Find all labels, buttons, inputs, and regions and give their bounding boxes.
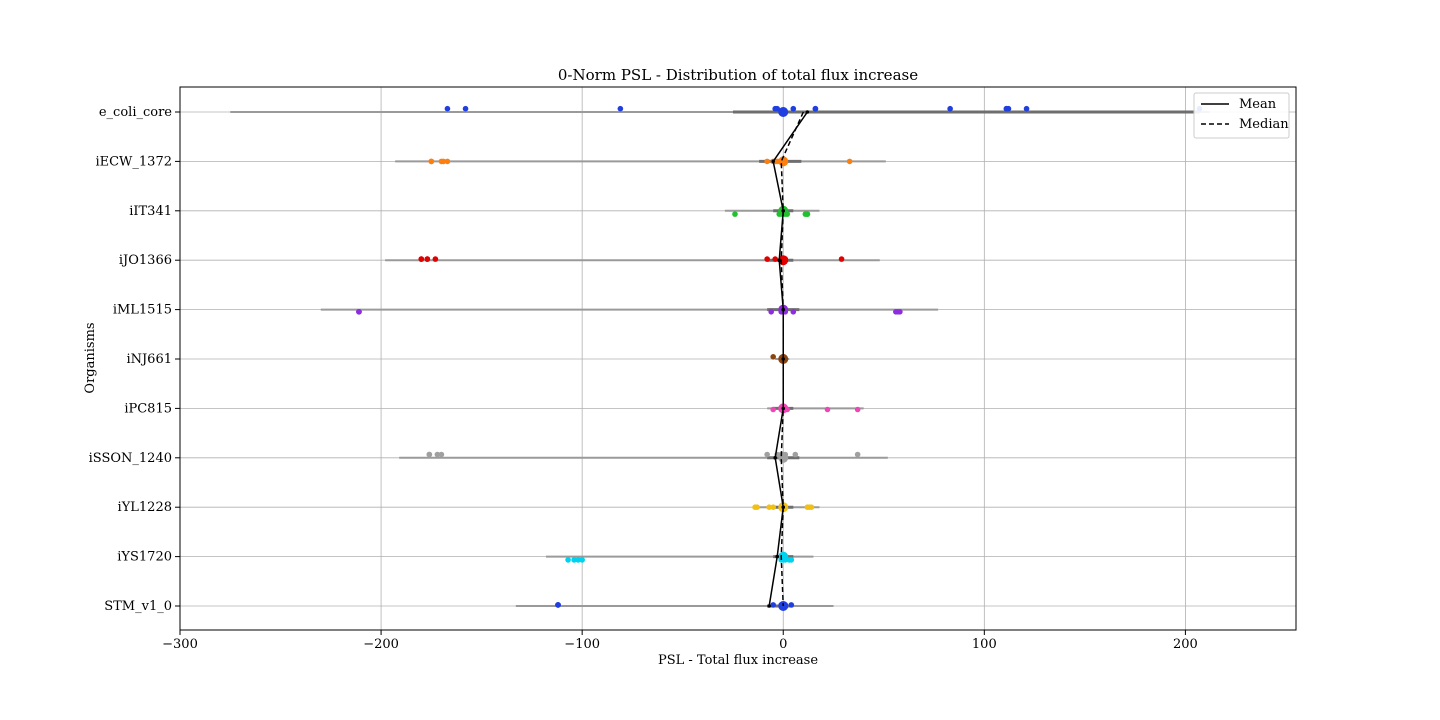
data-point: [792, 451, 799, 458]
mean-median-lines: [767, 110, 810, 608]
legend-median-label: Median: [1239, 117, 1289, 132]
data-point: [571, 557, 577, 563]
data-point: [790, 105, 797, 112]
x-tick-label: −100: [564, 637, 600, 652]
data-point-cluster: [778, 452, 789, 463]
data-point: [788, 602, 795, 608]
data-point: [1023, 105, 1030, 112]
mean-marker: [781, 505, 786, 510]
data-point: [808, 504, 815, 511]
y-tick-label: e_coli_core: [99, 105, 172, 120]
legend: Mean Median: [1193, 92, 1290, 139]
data-point: [1003, 105, 1010, 112]
y-axis: e_coli_core iECW_1372 iIT341 iJO1366 iML1515…: [89, 105, 180, 614]
data-point: [434, 451, 441, 458]
mean-marker: [781, 307, 786, 312]
data-point: [764, 158, 770, 165]
data-point: [854, 451, 861, 458]
x-tick-label: −300: [162, 637, 198, 652]
mean-marker: [767, 604, 771, 608]
data-point: [770, 406, 776, 413]
data-point: [824, 406, 831, 413]
x-axis-label: PSL - Total flux increase: [658, 653, 818, 668]
data-point: [424, 256, 431, 262]
data-point: [764, 256, 770, 262]
data-point: [846, 158, 853, 165]
x-tick-label: 200: [1173, 637, 1198, 652]
data-point: [732, 211, 738, 217]
data-point: [790, 309, 797, 315]
data-point: [432, 256, 439, 262]
data-point: [947, 105, 953, 112]
data-point: [812, 105, 819, 112]
data-point: [770, 602, 776, 608]
data-point: [768, 309, 774, 315]
x-axis: −300 −200 −100 0 100 200: [162, 630, 1198, 652]
data-point: [854, 406, 861, 413]
data-point: [804, 211, 811, 217]
x-tick-label: −200: [363, 637, 399, 652]
mean-marker: [781, 209, 786, 213]
y-tick-label: iPC815: [124, 401, 172, 416]
mean-marker: [777, 258, 782, 263]
data-point: [428, 158, 435, 165]
data-point: [772, 256, 778, 262]
y-tick-label: iNJ661: [126, 352, 172, 367]
mean-marker: [781, 357, 786, 361]
data-point: [766, 504, 772, 511]
data-point: [356, 309, 362, 315]
y-tick-label: iSSON_1240: [89, 451, 172, 466]
y-tick-label: iJO1366: [119, 253, 172, 268]
data-point: [617, 105, 624, 112]
data-point: [462, 105, 469, 112]
data-point: [418, 256, 425, 262]
data-point: [774, 105, 781, 112]
mean-marker: [773, 456, 777, 460]
data-point: [764, 451, 770, 458]
y-tick-label: iYS1720: [117, 550, 172, 565]
legend-mean-label: Mean: [1239, 97, 1277, 112]
data-point: [565, 557, 571, 563]
y-tick-label: iIT341: [129, 204, 172, 219]
y-axis-label: Organisms: [83, 322, 98, 393]
mean-marker: [781, 406, 786, 411]
data-point: [438, 451, 445, 458]
mean-marker: [771, 159, 775, 164]
x-tick-label: 100: [972, 637, 997, 652]
data-point: [770, 354, 776, 360]
data-point-cluster: [778, 551, 789, 562]
data-point: [444, 105, 451, 112]
data-point: [440, 158, 447, 165]
data-point: [555, 602, 561, 608]
y-tick-label: STM_v1_0: [104, 599, 172, 614]
x-tick-label: 0: [779, 637, 787, 652]
y-tick-label: iML1515: [113, 303, 172, 318]
mean-marker: [775, 554, 780, 559]
data-point: [788, 557, 795, 563]
data-point-cluster: [778, 107, 789, 117]
chart-title: 0-Norm PSL - Distribution of total flux …: [558, 66, 918, 84]
data-point: [426, 451, 433, 458]
y-tick-label: iYL1228: [118, 500, 172, 515]
data-point: [754, 504, 760, 511]
mean-marker: [805, 110, 810, 114]
data-point: [575, 557, 581, 563]
data-point: [444, 158, 451, 165]
plot-frame: [180, 87, 1296, 630]
data-point: [838, 256, 845, 262]
data-point: [579, 557, 585, 563]
y-tick-label: iECW_1372: [95, 154, 172, 169]
data-point: [770, 504, 776, 511]
data-point: [897, 309, 903, 315]
